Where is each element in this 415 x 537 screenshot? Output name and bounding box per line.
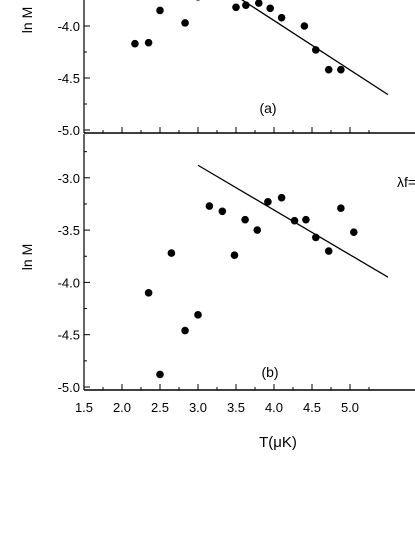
data-point (266, 4, 275, 13)
data-point (277, 13, 286, 22)
data-point (181, 326, 189, 335)
data-point (290, 216, 299, 225)
data-point (253, 226, 262, 234)
data-point (181, 19, 189, 27)
x-axis-label: T(μK) (259, 434, 297, 451)
panel-b-annotation: λf= (397, 174, 415, 190)
data-point (350, 228, 358, 236)
y-tick-label: -3.0 (58, 171, 80, 186)
x-tick-label: 3.5 (227, 400, 245, 415)
data-point (241, 215, 249, 224)
panel-a: ln M (a) -5.0 -4.5 -4.0 (19, 0, 415, 138)
data-point (302, 215, 310, 224)
x-tick-label: 4.5 (303, 400, 321, 415)
y-tick-label: -4.0 (58, 19, 80, 34)
panel-a-label: (a) (259, 100, 276, 116)
data-point (205, 202, 214, 210)
data-point (264, 198, 272, 206)
data-point (194, 311, 202, 319)
x-tick-label: 2.0 (113, 400, 131, 415)
data-point (255, 0, 263, 7)
data-point (218, 207, 227, 216)
data-point (277, 193, 286, 202)
panel-b: ln M (b) λf= -5.0 -4.5 -4.0 -3.5 -3.0 (19, 134, 415, 395)
x-tick-labels: 1.5 2.0 2.5 3.0 3.5 4.0 4.5 5.0 (75, 400, 359, 415)
data-point (144, 38, 153, 47)
panel-b-label: (b) (261, 364, 278, 380)
y-tick-label: -4.5 (58, 328, 80, 343)
data-point (167, 249, 176, 257)
x-tick-label: 1.5 (75, 400, 93, 415)
data-point (324, 247, 333, 255)
panel-b-y-axis-label: ln M (19, 244, 35, 270)
data-point (195, 0, 201, 1)
y-tick-label: -3.5 (58, 223, 80, 238)
data-point (337, 65, 345, 74)
x-tick-label: 4.0 (265, 400, 283, 415)
data-point (312, 46, 320, 54)
y-tick-label: -5.0 (58, 380, 80, 395)
data-point (337, 204, 345, 212)
y-tick-label: -4.0 (58, 275, 80, 290)
x-tick-label: 2.5 (151, 400, 169, 415)
data-point (144, 289, 153, 297)
data-point (312, 233, 320, 242)
x-tick-label: 3.0 (189, 400, 207, 415)
data-point (232, 3, 240, 12)
panel-0-fit-line (241, 0, 389, 96)
data-point (242, 1, 250, 10)
data-point (300, 22, 309, 30)
panel-a-y-axis-label: ln M (19, 7, 35, 33)
data-point (324, 65, 333, 74)
data-point (156, 6, 164, 15)
y-tick-label: -4.5 (58, 71, 80, 86)
data-point (156, 370, 164, 379)
data-point (131, 39, 139, 48)
x-tick-label: 5.0 (341, 400, 359, 415)
y-tick-label: -5.0 (58, 123, 80, 138)
data-point (230, 251, 239, 260)
